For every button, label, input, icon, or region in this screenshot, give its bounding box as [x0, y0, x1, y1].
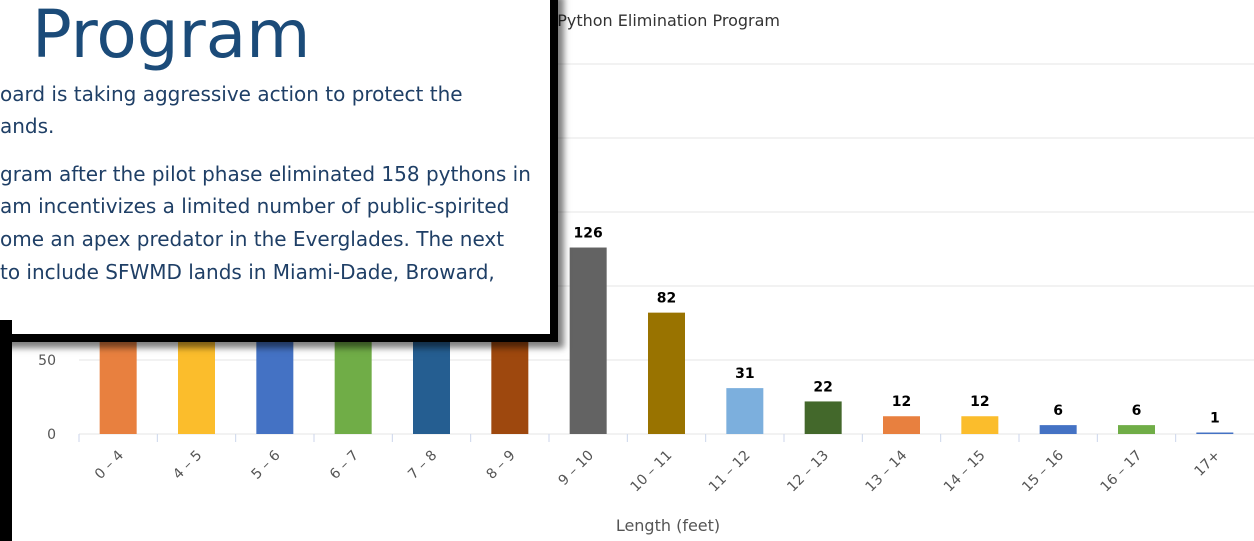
bar [883, 416, 920, 434]
data-label: 31 [735, 366, 754, 382]
x-tick-label: 5 – 6 [249, 447, 284, 482]
x-tick-label: 0 – 4 [92, 447, 127, 482]
x-tick-label: 13 – 14 [863, 447, 911, 495]
chart-title: Python Elimination Program [557, 11, 780, 30]
bar [961, 416, 999, 434]
data-label: 12 [970, 394, 989, 410]
data-label: 6 [1053, 403, 1063, 419]
y-tick-label: 50 [38, 353, 56, 369]
bar [648, 312, 685, 434]
data-label: 6 [1132, 403, 1142, 419]
x-tick-label: 17+ [1191, 448, 1223, 480]
x-tick-label: 10 – 11 [628, 448, 676, 496]
x-tick-label: 7 – 8 [405, 448, 440, 483]
data-label: 82 [657, 291, 676, 307]
y-tick-label: 0 [47, 427, 56, 443]
x-tick-label: 15 – 16 [1019, 447, 1067, 495]
paragraph-line: ands. [0, 114, 55, 138]
article-popup: Program oard is taking aggressive action… [0, 0, 558, 342]
data-label: 22 [813, 379, 832, 395]
paragraph-line: am incentivizes a limited number of publ… [0, 194, 510, 218]
data-label: 12 [892, 394, 911, 410]
paragraph-line: to include SFWMD lands in Miami-Dade, Br… [0, 260, 495, 284]
x-tick-label: 4 – 5 [170, 448, 205, 483]
frame-edge [0, 320, 12, 541]
data-label: 126 [574, 226, 603, 242]
paragraph-line: gram after the pilot phase eliminated 15… [0, 162, 531, 186]
bar [1196, 432, 1234, 434]
bar [569, 247, 607, 434]
x-tick-label: 16 – 17 [1098, 448, 1146, 496]
paragraph-line: oard is taking aggressive action to prot… [0, 82, 463, 106]
x-tick-label: 14 – 15 [941, 448, 989, 496]
x-tick-label: 12 – 13 [784, 448, 832, 496]
x-tick-label: 9 – 10 [556, 448, 597, 489]
x-tick-label: 6 – 7 [327, 448, 362, 483]
paragraph-line: ome an apex predator in the Everglades. … [0, 227, 505, 251]
data-label: 1 [1210, 411, 1220, 427]
bar [1118, 425, 1155, 434]
x-axis-title: Length (feet) [616, 516, 720, 535]
bar [1039, 425, 1077, 434]
bar [726, 388, 764, 434]
x-tick-label: 11 – 12 [706, 448, 754, 496]
heading: Program [32, 0, 311, 73]
bar [804, 401, 842, 434]
x-tick-label: 8 – 9 [484, 448, 519, 483]
